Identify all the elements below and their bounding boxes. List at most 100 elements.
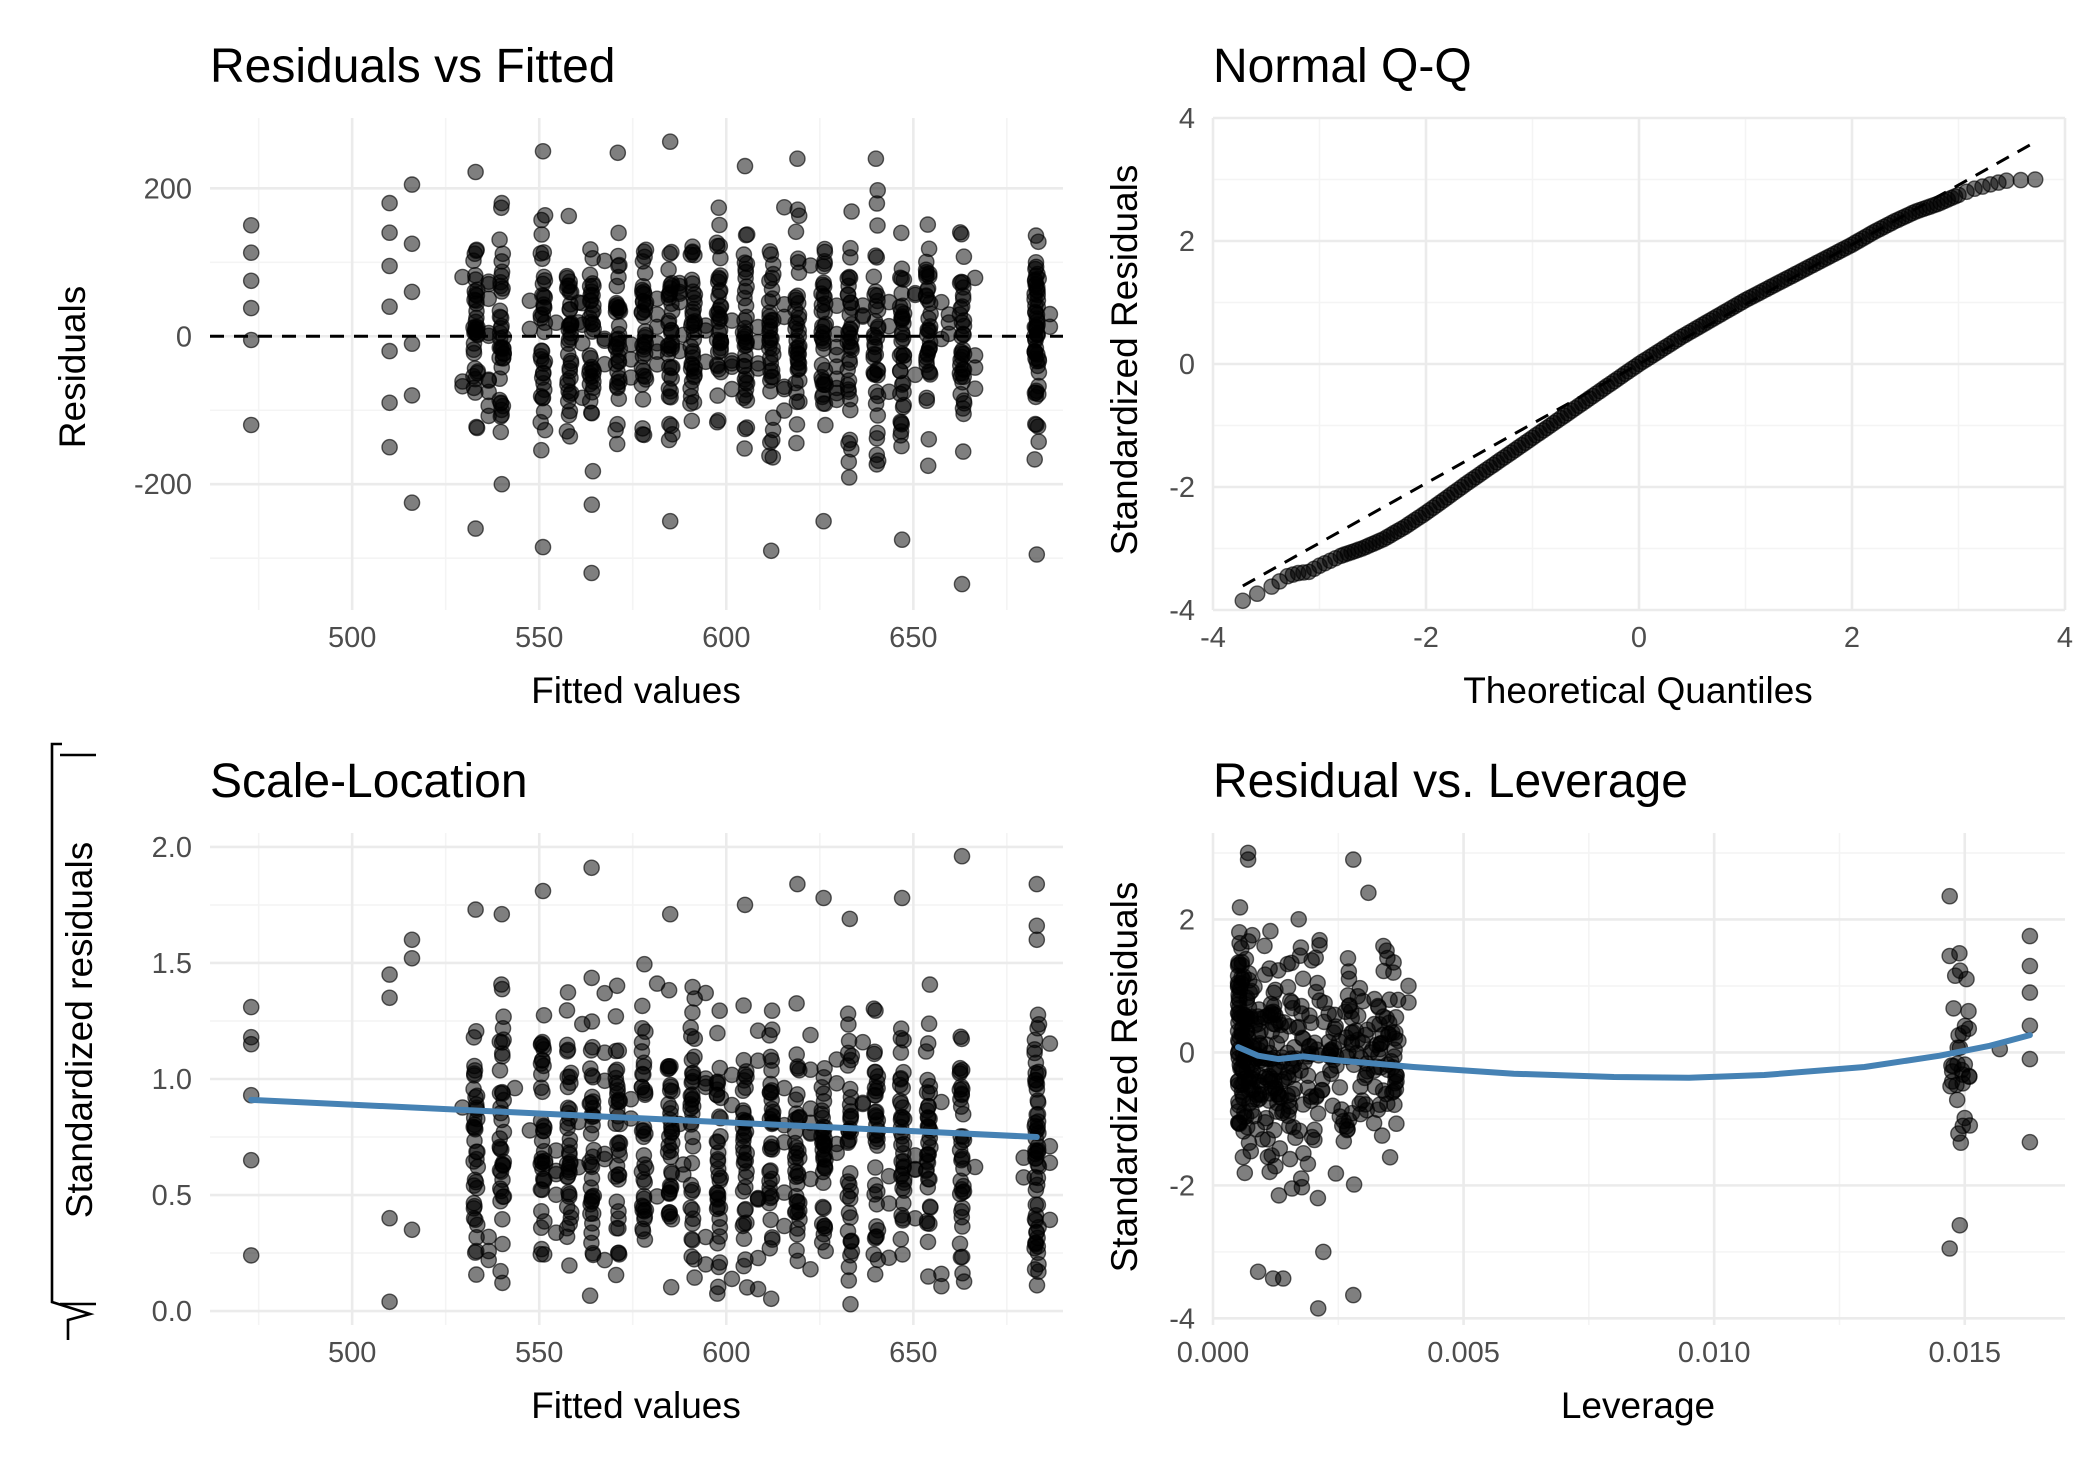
data-point [610, 1210, 627, 1227]
data-point [919, 457, 937, 475]
data-point [866, 335, 883, 353]
panel2-y-axis-label: Standardized Residuals [1104, 165, 1145, 556]
data-point [880, 317, 898, 335]
data-point [933, 1277, 950, 1295]
data-point [828, 1051, 846, 1068]
data-point [869, 181, 887, 199]
data-point [736, 896, 754, 914]
data-point [534, 389, 552, 407]
data-point [1294, 970, 1312, 988]
data-point [495, 1008, 512, 1026]
data-point [1313, 1082, 1331, 1099]
data-point [583, 1189, 601, 1207]
data-point [1041, 1137, 1059, 1155]
data-point [893, 889, 911, 907]
data-point [776, 1217, 793, 1235]
data-point [465, 1080, 482, 1098]
data-point [403, 494, 421, 512]
data-point [736, 157, 754, 175]
data-point [749, 1189, 767, 1207]
data-point [869, 217, 886, 234]
data-point [1327, 1165, 1345, 1182]
data-point [723, 380, 741, 398]
data-point [558, 422, 576, 440]
data-point [865, 1045, 883, 1063]
data-point [697, 1228, 715, 1246]
y-tick-label: -2 [1169, 1170, 1195, 1202]
data-point [1322, 1062, 1339, 1079]
data-point [1256, 937, 1273, 955]
data-point [381, 194, 398, 212]
data-point [893, 332, 910, 350]
data-point [2021, 984, 2039, 1001]
data-point [659, 1143, 677, 1161]
y-tick-label: 200 [144, 173, 192, 205]
data-point [596, 1044, 614, 1061]
data-point [1270, 1187, 1288, 1204]
y-tick-label: 4 [1179, 103, 1195, 135]
data-point [776, 402, 793, 419]
data-point [842, 321, 859, 339]
data-point [1306, 1131, 1323, 1149]
x-tick-label: 600 [702, 622, 750, 654]
data-point [562, 1209, 580, 1226]
panel2-x-axis-label: Theoretical Quantiles [1463, 670, 1813, 711]
data-point [491, 231, 508, 248]
data-point [894, 1079, 912, 1097]
data-point [894, 1246, 911, 1263]
data-point [813, 1234, 831, 1251]
data-point [521, 1122, 539, 1139]
data-point [480, 290, 498, 308]
data-point [581, 1287, 599, 1304]
x-tick-label: 0.015 [1928, 1337, 2001, 1369]
data-point [776, 198, 793, 216]
data-point [1307, 949, 1324, 967]
data-point [762, 542, 780, 560]
panel-normal-qq: Normal Q-Q -4 -2 0 2 4 -4 -2 0 2 4 Theoretical Qu… [1104, 40, 2073, 711]
data-point [1324, 1097, 1341, 1115]
data-point [683, 357, 701, 374]
data-point [1960, 1002, 1977, 1020]
data-point [763, 1002, 781, 1020]
data-point [1335, 1132, 1353, 1150]
data-point [842, 1165, 859, 1182]
data-point [1237, 950, 1255, 968]
data-point [1250, 1085, 1268, 1103]
data-point [561, 1257, 578, 1274]
data-point [1311, 931, 1328, 949]
data-point [893, 531, 911, 549]
data-point [562, 354, 580, 372]
data-point [664, 1083, 681, 1100]
data-point [840, 469, 858, 486]
data-point [1026, 1044, 1043, 1062]
data-point [951, 1081, 969, 1099]
x-tick-label: 650 [889, 1337, 937, 1369]
data-point [711, 283, 728, 300]
data-point [697, 1256, 715, 1273]
data-point [609, 415, 626, 433]
data-point [562, 1074, 579, 1092]
data-point [761, 447, 778, 465]
data-point [1026, 384, 1044, 402]
data-point [403, 950, 421, 967]
panel-residuals-vs-fitted: Residuals vs Fitted 500 550 600 650 -200 0 200… [52, 40, 1063, 711]
data-point [596, 252, 614, 270]
data-point [468, 1179, 486, 1197]
data-point [966, 347, 984, 364]
data-point [634, 391, 652, 408]
data-point [242, 1247, 260, 1264]
data-point [893, 224, 910, 242]
data-point [815, 889, 832, 907]
y-tick-label: -200 [134, 469, 192, 501]
data-point [648, 343, 666, 361]
data-point [919, 1233, 937, 1251]
data-point [1279, 978, 1297, 996]
data-point [1311, 992, 1328, 1009]
data-point [895, 383, 912, 401]
data-point [711, 216, 728, 234]
data-point [583, 859, 600, 877]
data-point [709, 1191, 727, 1208]
data-point [1248, 585, 1266, 603]
data-point [663, 359, 680, 377]
y-tick-label: 2.0 [152, 832, 192, 864]
